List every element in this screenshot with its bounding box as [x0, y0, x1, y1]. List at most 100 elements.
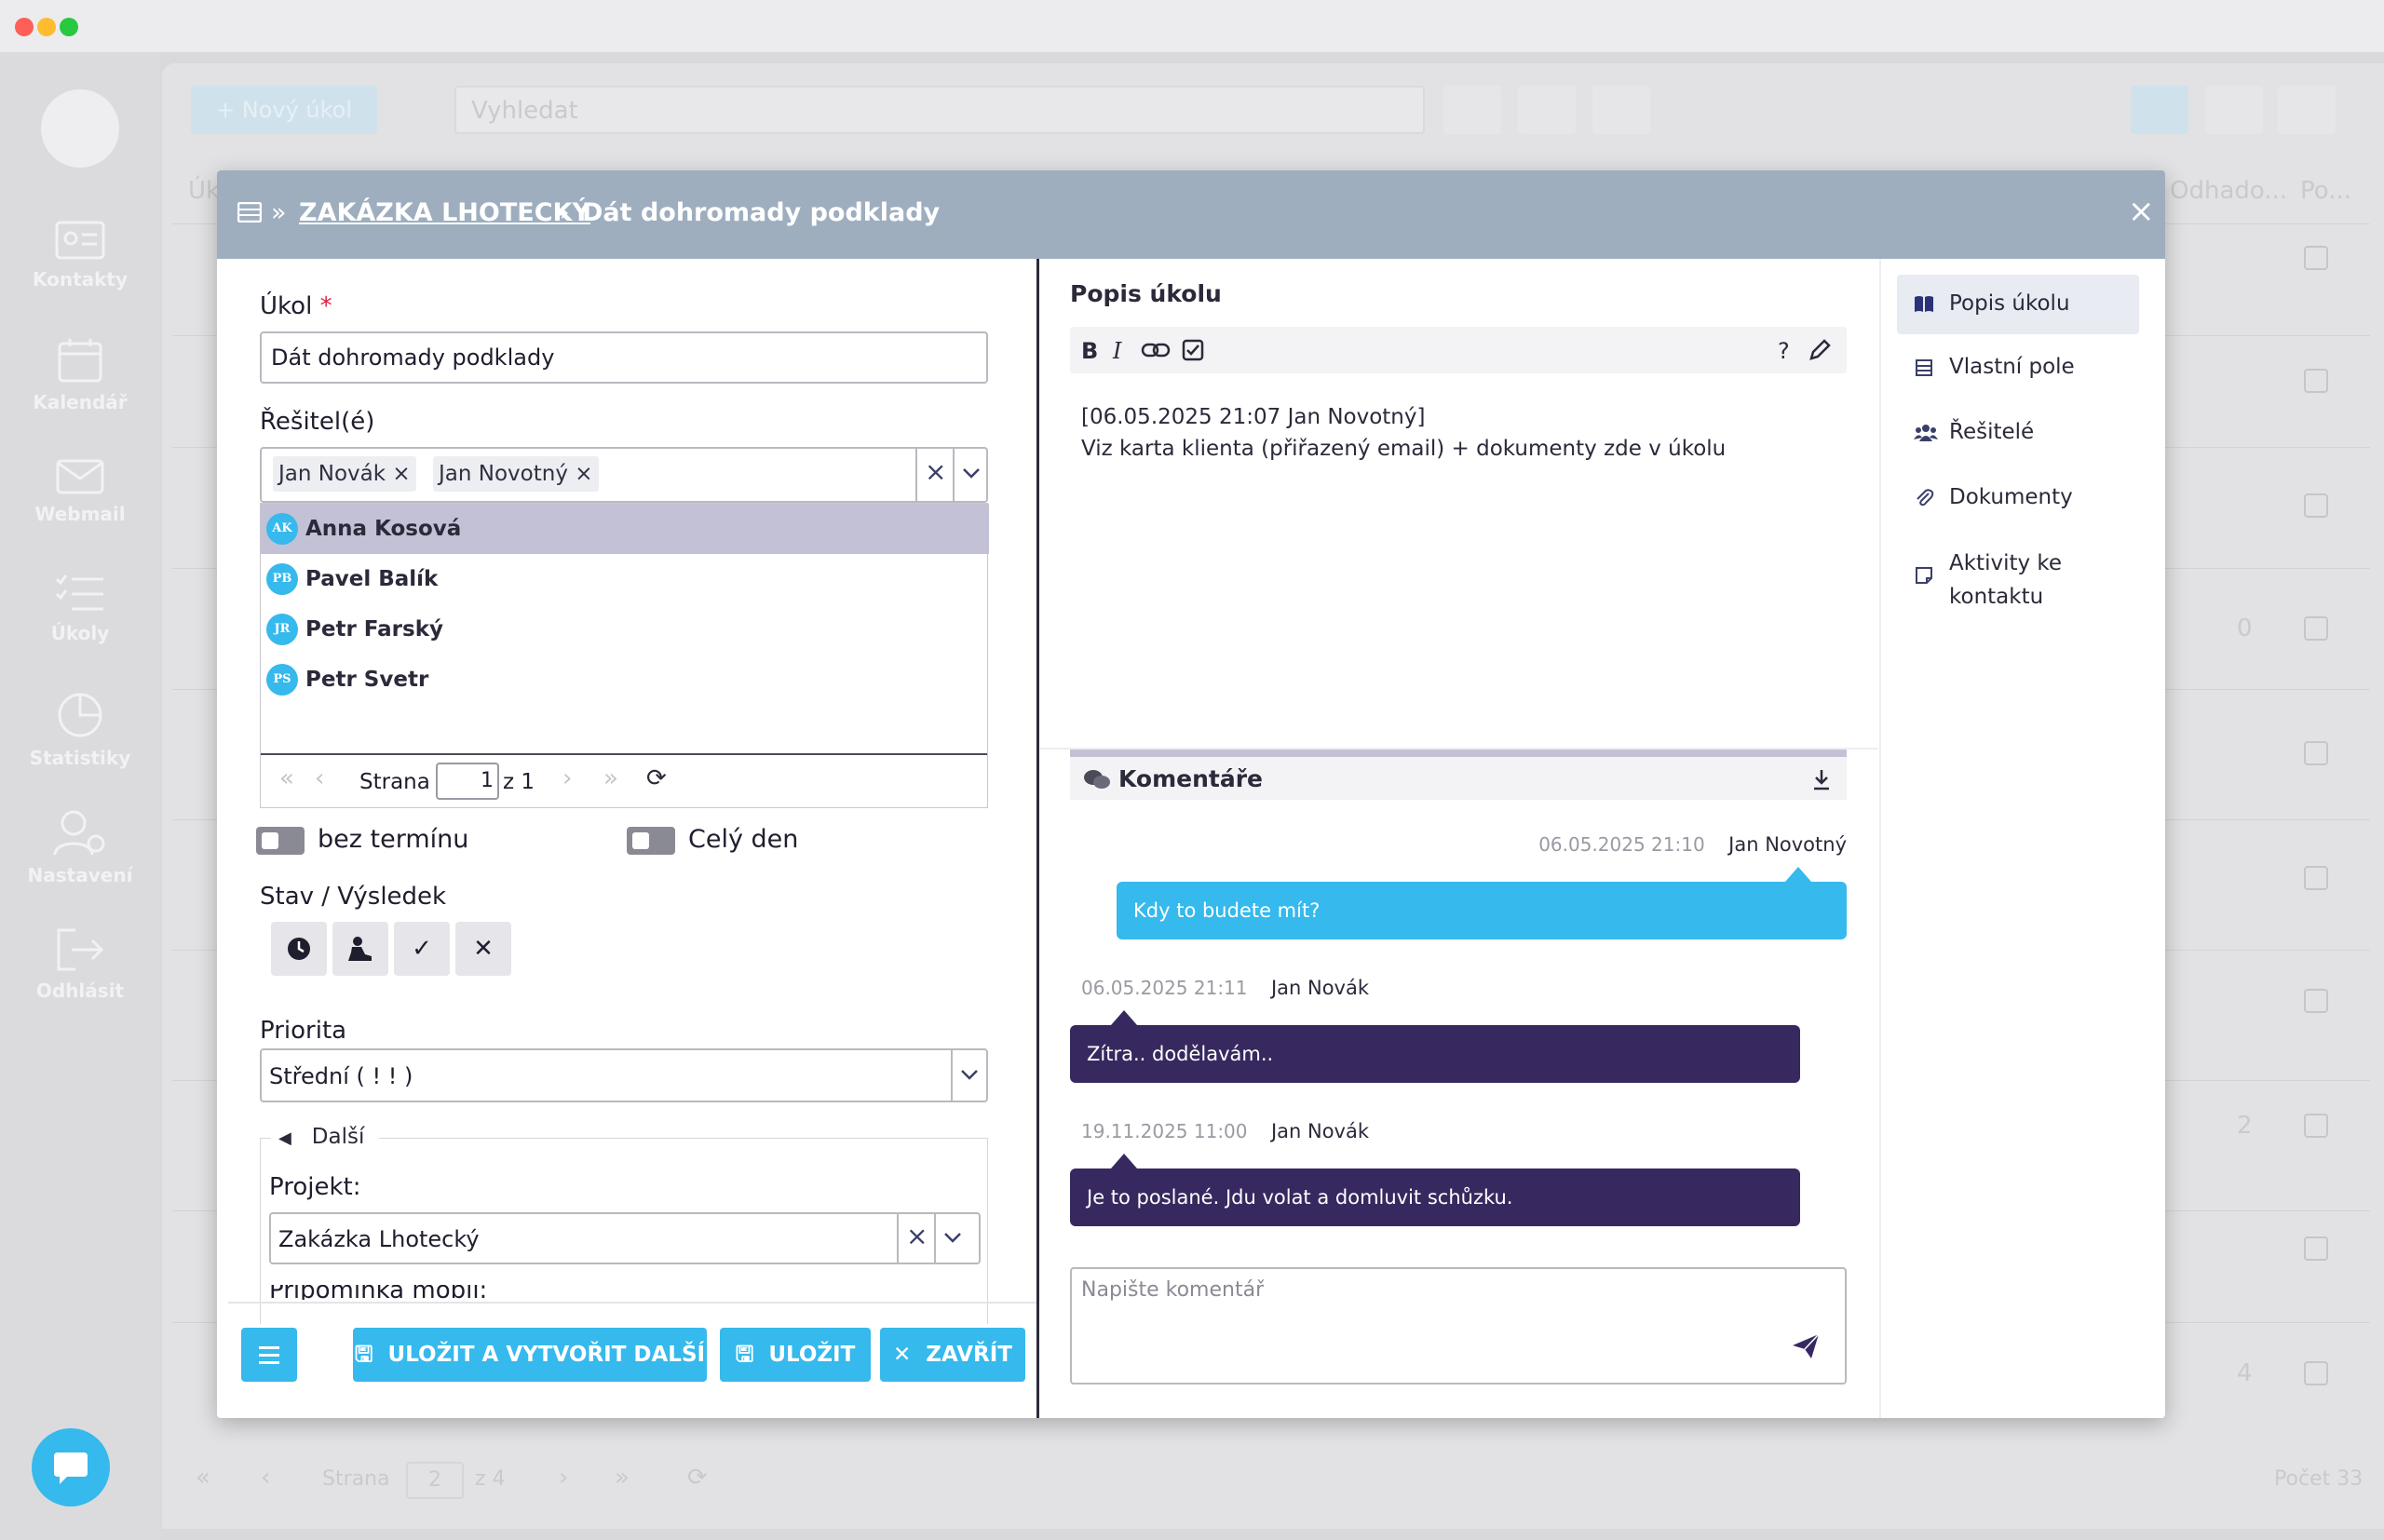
task-name-input[interactable]: Dát dohromady podklady — [260, 331, 988, 384]
option-label: Petr Svetr — [305, 668, 429, 692]
save-button[interactable]: 🖫 ULOŽIT — [720, 1328, 871, 1382]
close-window-button[interactable] — [15, 18, 34, 36]
prev-page-icon[interactable]: ‹ — [315, 764, 325, 792]
breadcrumb-project-link[interactable]: ZAKÁZKA LHOTECKÝ — [299, 198, 590, 227]
priority-select[interactable]: Střední ( ! ! ) — [260, 1048, 988, 1102]
pencil-icon[interactable] — [1808, 338, 1832, 362]
toolbar-button[interactable] — [2131, 86, 2188, 134]
clear-project-button[interactable]: × — [906, 1221, 928, 1251]
dropdown-option[interactable]: AK Anna Kosová — [261, 504, 989, 554]
state-in-progress-button[interactable] — [332, 922, 388, 976]
save-and-new-button[interactable]: 🖫 ULOŽIT A VYTVOŘIT DALŠÍ — [353, 1328, 707, 1382]
state-pending-button[interactable] — [271, 922, 327, 976]
next-page-icon[interactable]: › — [559, 1464, 569, 1492]
row-checkbox[interactable] — [2304, 1114, 2328, 1138]
row-checkbox[interactable] — [2304, 493, 2328, 518]
help-icon[interactable]: ? — [1778, 338, 1790, 364]
solver-tag-label: Jan Novák — [278, 462, 386, 486]
row-checkbox[interactable] — [2304, 246, 2328, 270]
page-input[interactable]: 2 — [406, 1462, 464, 1499]
toolbar-button[interactable] — [1443, 86, 1501, 134]
row-checkbox[interactable] — [2304, 741, 2328, 765]
editor-toolbar: B I ? — [1070, 327, 1847, 373]
divider — [953, 449, 955, 501]
tab-description[interactable]: Popis úkolu — [1897, 275, 2139, 334]
clear-selection-button[interactable]: × — [925, 456, 947, 487]
chat-icon — [54, 1452, 88, 1484]
next-page-icon[interactable]: › — [562, 764, 573, 792]
toolbar-button[interactable] — [2205, 86, 2263, 134]
row-checkbox[interactable] — [2304, 1236, 2328, 1261]
dropdown-option[interactable]: PS Petr Svetr — [261, 655, 989, 705]
sidebar-item-statistics[interactable]: Statistiky — [0, 691, 160, 769]
toolbar-button[interactable] — [1518, 86, 1576, 134]
dropdown-option[interactable]: JR Petr Farský — [261, 604, 989, 655]
modal-close-button[interactable]: × — [2128, 193, 2155, 230]
solvers-multiselect[interactable]: Jan Novák × Jan Novotný × × — [260, 447, 988, 503]
first-page-icon[interactable]: « — [196, 1464, 210, 1492]
state-done-button[interactable]: ✓ — [394, 922, 450, 976]
solver-tag[interactable]: Jan Novák × — [273, 456, 416, 492]
toolbar-button[interactable] — [2278, 86, 2336, 134]
row-checkbox[interactable] — [2304, 989, 2328, 1013]
menu-button[interactable] — [241, 1328, 297, 1382]
tab-documents[interactable]: Dokumenty — [1897, 468, 2139, 528]
divider — [915, 449, 917, 501]
refresh-icon[interactable]: ⟳ — [646, 764, 667, 792]
italic-icon[interactable]: I — [1113, 338, 1122, 364]
page-input[interactable]: 1 — [436, 763, 499, 800]
no-deadline-toggle[interactable] — [256, 827, 305, 855]
sidebar-item-settings[interactable]: Nastavení — [0, 808, 160, 886]
maximize-window-button[interactable] — [60, 18, 78, 36]
avatar: PS — [266, 664, 298, 696]
tab-contact-activities[interactable]: Aktivity ke kontaktu — [1897, 534, 2139, 623]
sidebar-item-logout[interactable]: Odhlásit — [0, 927, 160, 1002]
project-select[interactable]: Zakázka Lhotecký × — [269, 1212, 981, 1264]
download-icon[interactable] — [1811, 768, 1832, 790]
send-icon[interactable] — [1791, 1332, 1821, 1360]
chevron-down-icon[interactable] — [962, 467, 981, 480]
row-checkbox[interactable] — [2304, 866, 2328, 890]
minimize-window-button[interactable] — [37, 18, 56, 36]
checkbox-icon[interactable] — [1182, 339, 1204, 361]
sidebar-item-tasks[interactable]: Úkoly — [0, 574, 160, 644]
sidebar-item-calendar[interactable]: Kalendář — [0, 337, 160, 413]
caret-left-icon: ◀ — [278, 1128, 291, 1148]
description-line: Viz karta klienta (přiřazený email) + do… — [1081, 437, 1727, 461]
tab-custom-fields[interactable]: Vlastní pole — [1897, 338, 2139, 398]
search-input[interactable]: Vyhledat — [454, 86, 1425, 134]
last-page-icon[interactable]: » — [603, 764, 618, 792]
refresh-icon[interactable]: ⟳ — [687, 1464, 708, 1492]
sidebar-item-contacts[interactable]: Kontakty — [0, 220, 160, 290]
close-button[interactable]: ✕ ZAVŘÍT — [880, 1328, 1025, 1382]
row-checkbox[interactable] — [2304, 616, 2328, 641]
comment-input[interactable]: Napište komentář — [1070, 1267, 1847, 1385]
tab-solvers[interactable]: Řešitelé — [1897, 403, 2139, 463]
column-header[interactable]: Po... — [2300, 177, 2351, 205]
remove-tag-button[interactable]: × — [392, 462, 411, 486]
page-total: z 4 — [475, 1467, 506, 1491]
state-cancelled-button[interactable]: ✕ — [455, 922, 511, 976]
sidebar-item-webmail[interactable]: Webmail — [0, 458, 160, 525]
form-column: Úkol * Dát dohromady podklady Řešitel(é)… — [228, 259, 1038, 1418]
column-header[interactable]: Odhado... — [2170, 177, 2288, 205]
dropdown-option[interactable]: PB Pavel Balík — [261, 554, 989, 604]
row-checkbox[interactable] — [2304, 369, 2328, 393]
toolbar-button[interactable] — [1592, 86, 1650, 134]
link-icon[interactable] — [1141, 340, 1171, 360]
first-page-icon[interactable]: « — [279, 764, 294, 792]
chat-launcher-button[interactable] — [32, 1428, 110, 1506]
solver-tag[interactable]: Jan Novotný × — [433, 456, 599, 492]
state-label: Stav / Výsledek — [260, 883, 447, 911]
avatar: PB — [266, 563, 298, 595]
last-page-icon[interactable]: » — [615, 1464, 630, 1492]
remove-tag-button[interactable]: × — [575, 462, 593, 486]
project-label: Projekt: — [269, 1173, 361, 1201]
option-label: Petr Farský — [305, 617, 444, 642]
prev-page-icon[interactable]: ‹ — [261, 1464, 271, 1492]
more-toggle[interactable]: ◀ Další — [271, 1125, 380, 1149]
row-checkbox[interactable] — [2304, 1361, 2328, 1385]
all-day-toggle[interactable] — [627, 827, 675, 855]
bold-icon[interactable]: B — [1081, 338, 1099, 364]
new-task-button[interactable]: + Nový úkol — [191, 86, 377, 134]
